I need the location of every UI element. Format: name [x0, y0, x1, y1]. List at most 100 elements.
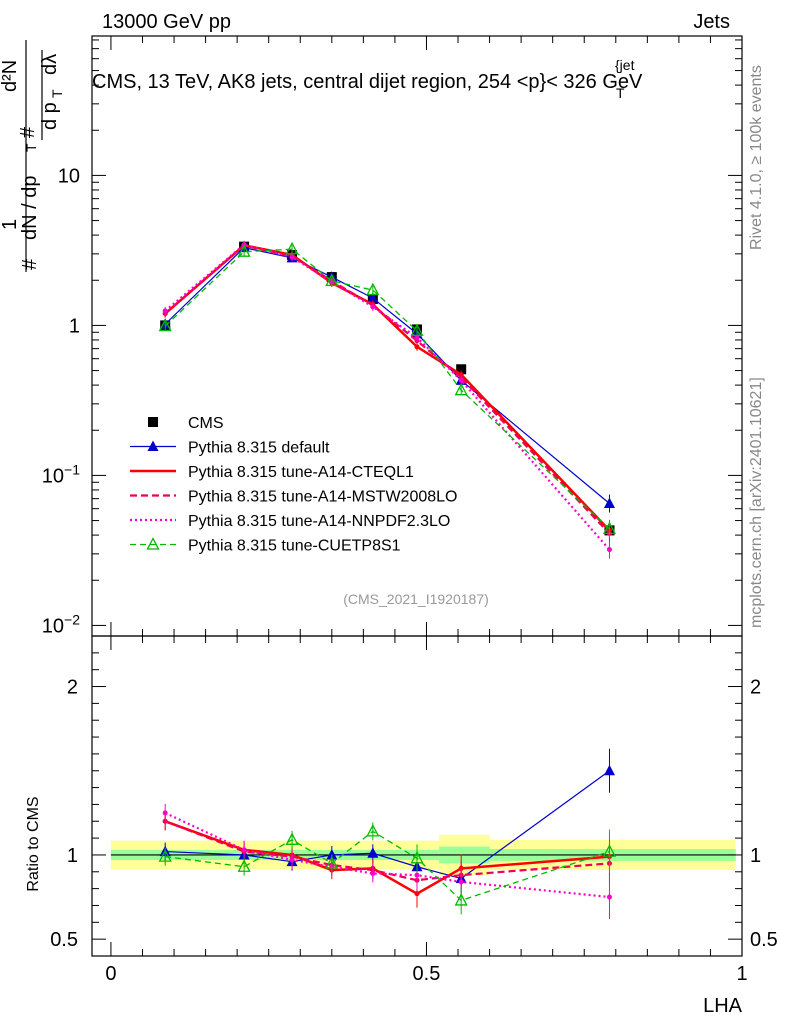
- main-point-default: [603, 497, 615, 508]
- ratio-y-tick-label: 2: [67, 677, 78, 699]
- main-point-nnpdf: [289, 254, 295, 260]
- ratio-point-nnpdf: [289, 857, 295, 863]
- main-series-cuetp8s1: [158, 241, 617, 538]
- legend-label-mstw: Pythia 8.315 tune-A14-MSTW2008LO: [188, 489, 457, 506]
- ratio-point-cuetp8s1: [158, 849, 172, 862]
- main-point-cuetp8s1: [325, 273, 339, 287]
- main-point-cuetp8s1: [285, 241, 299, 255]
- ratio-point-nnpdf: [241, 847, 247, 853]
- main-y-tick-label: 1: [69, 315, 80, 337]
- main-y-tick-label: 10: [58, 165, 80, 187]
- legend-marker-default: [147, 440, 159, 451]
- main-point-cuetp8s1: [454, 382, 468, 396]
- ratio-point-nnpdf: [162, 810, 168, 816]
- ratio-y-tick-label-right: 1: [750, 845, 761, 867]
- legend-marker-cuetp8s1: [146, 537, 160, 550]
- ratio-line-nnpdf: [164, 811, 610, 899]
- main-point-cuetp8s1: [158, 318, 172, 332]
- x-tick-label: 0: [105, 963, 116, 985]
- ratio-point-cuetp8s1: [285, 832, 299, 845]
- ratio-axis-ticks: [92, 636, 743, 956]
- main-title-subscript: T: [616, 85, 625, 101]
- svg-text:#: #: [19, 258, 41, 270]
- legend-entry-cuetp8s1: Pythia 8.315 tune-CUETP8S1: [130, 537, 401, 555]
- mcplots-label: mcplots.cern.ch [arXiv:2401.10621]: [748, 377, 765, 628]
- legend: CMS Pythia 8.315 default Pythia 8.315 tune…: [130, 415, 457, 555]
- main-series-nnpdf: [162, 240, 612, 559]
- svg-text:1: 1: [0, 219, 21, 230]
- legend-marker-data: [148, 417, 158, 427]
- main-point-cuetp8s1: [410, 323, 424, 336]
- svg-text:dλ: dλ: [39, 54, 61, 75]
- header-right: Jets: [693, 11, 730, 33]
- ratio-series-cuetp8s1: [158, 822, 617, 915]
- main-axis-ticks: [92, 36, 743, 636]
- main-y-tick-labels: 10−2 10−1 1 10: [42, 165, 80, 637]
- legend-label-cteql1: Pythia 8.315 tune-A14-CTEQL1: [188, 464, 414, 481]
- ratio-point-default: [326, 848, 338, 860]
- legend-entry-cteql1: Pythia 8.315 tune-A14-CTEQL1: [130, 464, 414, 481]
- svg-text:#: #: [17, 126, 39, 138]
- main-y-tick-label: 10−2: [42, 611, 80, 637]
- main-point-default: [367, 292, 379, 303]
- x-tick-labels: 0 0.5 1: [105, 963, 747, 985]
- ratio-series-default: [159, 748, 615, 893]
- ratio-y-tick-label: 1: [67, 845, 78, 867]
- ratio-panel: 0.5 0.51 12 2 0 0.5 1: [50, 635, 778, 985]
- legend-entry-mstw: Pythia 8.315 tune-A14-MSTW2008LO: [130, 489, 457, 506]
- ratio-plot-frame: [91, 635, 743, 957]
- main-y-tick-label: 10−1: [42, 461, 80, 487]
- main-point-cteql1: [414, 344, 420, 350]
- svg-text:T: T: [49, 89, 65, 98]
- ratio-uncertainty-band: [110, 834, 736, 876]
- ratio-line-cuetp8s1: [165, 830, 610, 902]
- svg-text:d²N: d²N: [0, 60, 21, 92]
- ratio-point-cuetp8s1: [454, 893, 468, 906]
- svg-text:dN / dp: dN / dp: [19, 176, 41, 240]
- legend-entry-data: CMS: [148, 415, 224, 432]
- main-point-nnpdf: [606, 547, 612, 553]
- x-tick-label: 0.5: [413, 963, 441, 985]
- legend-label-cuetp8s1: Pythia 8.315 tune-CUETP8S1: [188, 538, 401, 555]
- main-point-cuetp8s1: [237, 244, 251, 257]
- main-point-cuetp8s1: [366, 282, 380, 296]
- ratio-y-tick-labels: 0.5 0.5 1 1 2 2: [50, 677, 778, 952]
- ratio-y-tick-label-right: 2: [750, 677, 761, 699]
- main-point-nnpdf: [414, 335, 420, 341]
- ratio-point-nnpdf: [458, 879, 464, 885]
- ratio-point-cuetp8s1: [237, 859, 251, 872]
- main-series-layer: [158, 240, 617, 559]
- ratio-point-default: [603, 764, 615, 776]
- main-point-nnpdf: [162, 308, 168, 314]
- legend-entry-nnpdf: Pythia 8.315 tune-A14-NNPDF2.3LO: [130, 513, 450, 530]
- ratio-point-default: [367, 847, 379, 858]
- main-point-nnpdf: [370, 304, 376, 310]
- ratio-point-nnpdf: [606, 894, 612, 900]
- main-y-axis-title: # dN / dp T 1 d p T dλ # d²N: [0, 54, 65, 270]
- ratio-point-cuetp8s1: [602, 844, 617, 857]
- x-axis-title: LHA: [703, 995, 743, 1017]
- svg-text:d p: d p: [39, 102, 61, 130]
- legend-label-data: CMS: [188, 415, 224, 432]
- main-title-suffix: }< 326 GeV: [540, 71, 644, 93]
- analysis-tag: (CMS_2021_I1920187): [343, 591, 489, 607]
- x-tick-label: 1: [736, 963, 747, 985]
- main-title-prefix: CMS, 13 TeV, AK8 jets, central dijet reg…: [92, 71, 528, 93]
- main-title-superscript: {jet: [615, 57, 635, 73]
- main-title: CMS, 13 TeV, AK8 jets, central dijet reg…: [92, 71, 643, 93]
- legend-entry-default: Pythia 8.315 default: [130, 440, 330, 457]
- svg-text:T: T: [23, 143, 39, 152]
- main-title-p: p: [528, 71, 539, 93]
- ratio-point-cuetp8s1: [366, 823, 380, 837]
- rivet-label: Rivet 4.1.0, ≥ 100k events: [748, 65, 765, 250]
- legend-label-nnpdf: Pythia 8.315 tune-A14-NNPDF2.3LO: [188, 513, 450, 530]
- main-line-nnpdf: [164, 243, 611, 551]
- ratio-point-nnpdf: [414, 872, 420, 878]
- ratio-y-tick-label-right: 0.5: [750, 929, 778, 951]
- ratio-point-cuetp8s1: [325, 855, 339, 869]
- ratio-y-axis-title: Ratio to CMS: [25, 796, 42, 891]
- main-point-nnpdf: [458, 377, 464, 383]
- header-left: 13000 GeV pp: [102, 11, 231, 33]
- ratio-y-tick-label: 0.5: [50, 929, 78, 951]
